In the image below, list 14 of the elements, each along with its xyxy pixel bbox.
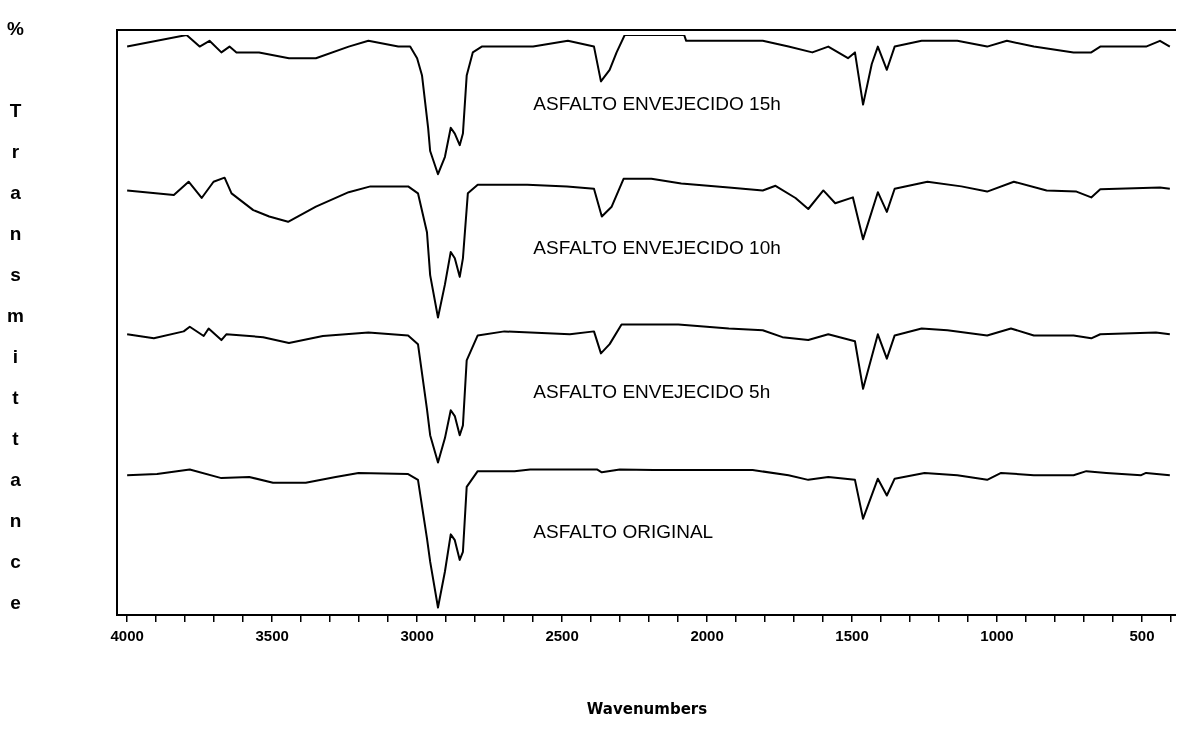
x-tick-label: 2000 xyxy=(690,627,724,645)
text: ASFALTO ORIGINAL xyxy=(533,521,714,543)
text: ASFALTO ENVEJECIDO 5h xyxy=(533,380,771,402)
text: ASFALTO ENVEJECIDO 15h xyxy=(533,92,781,114)
x-tick-label: 500 xyxy=(1129,627,1155,645)
x-axis-title: Wavenumbers xyxy=(585,700,709,718)
text: ASFALTO ENVEJECIDO 10h xyxy=(533,236,781,258)
x-tick-label: 1500 xyxy=(835,627,869,645)
x-tick-label: 3500 xyxy=(255,627,289,645)
x-tick-label: 1000 xyxy=(980,627,1014,645)
x-tick-label: 4000 xyxy=(110,627,144,645)
x-tick-label: 3000 xyxy=(400,627,434,645)
x-tick-label: 2500 xyxy=(545,627,579,645)
y-axis-title: % Transmittance xyxy=(4,18,26,633)
